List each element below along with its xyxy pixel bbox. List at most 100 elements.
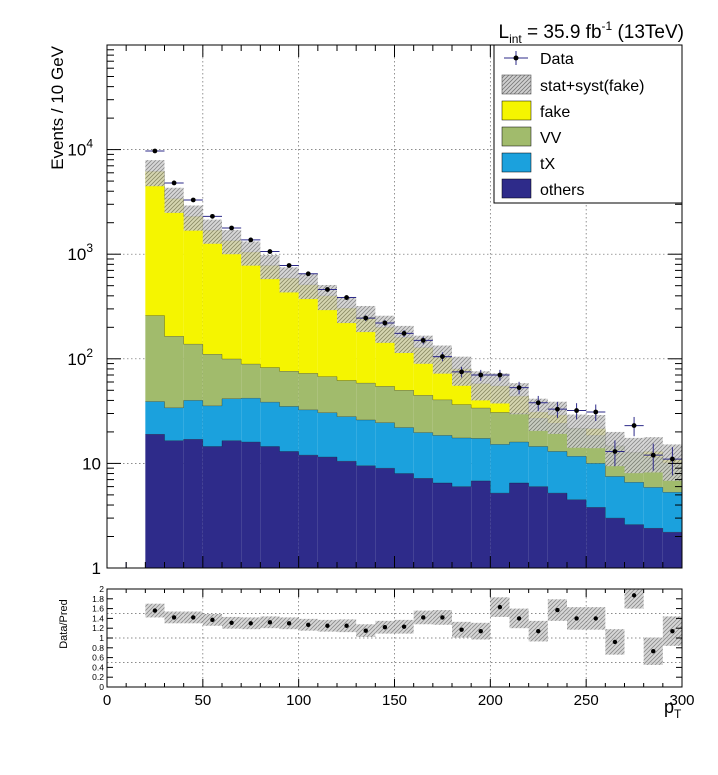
x-tick-label: 250 [574,692,599,709]
ratio-point [497,604,503,610]
ratio-y-tick-label: 1 [99,633,104,643]
fake-bar [317,295,337,377]
data-point [382,320,388,326]
hatch-swatch-icon [501,74,532,95]
data-point [229,225,234,231]
vv-bar [183,344,203,401]
x-tick-label: 0 [103,692,111,709]
ratio-y-tick-label: 0.6 [92,653,104,663]
uncertainty-bin [298,273,318,300]
data-point [248,237,254,243]
data-point [325,287,330,292]
legend-label-vv: VV [540,130,562,147]
legend-label-uncertainty: stat+syst(fake) [540,78,644,95]
x-tick-label: 150 [382,692,407,709]
x-tick-label: 100 [286,692,311,709]
others-bar [547,493,567,568]
uncertainty-bin [586,414,606,449]
others-bar [586,507,606,568]
vv-bar [471,408,491,439]
tx-bar [260,402,280,447]
others-bar [605,518,625,568]
others-bar [490,493,510,568]
others-bar [471,480,491,568]
ratio-point [191,615,196,620]
data-point [286,263,292,268]
tx-bar [164,407,184,441]
uncertainty-band [145,160,682,481]
uncertainty-bin [183,205,203,231]
ratio-point [670,628,675,634]
legend-label-tx: tX [540,156,555,173]
data-point [305,271,311,277]
fake-bar [298,284,318,374]
vv-bar [164,336,184,408]
uncertainty-bin [624,437,644,474]
ratio-y-tick-label: 2 [99,584,104,594]
ratio-uncertainty-bin [624,589,644,609]
ratio-point [363,628,368,633]
data-point [478,372,484,378]
ratio-point [171,615,177,620]
y-tick-label: 102 [67,346,93,369]
tx-bar [413,432,433,479]
vv-bar [509,413,529,443]
data-point [650,452,656,458]
tx-bar [605,476,625,519]
ratio-point [421,615,426,620]
ratio-point [210,617,215,623]
data-point [190,197,196,203]
uncertainty-bin [528,398,548,431]
vv-bar [145,315,165,402]
uncertainty-bin [567,414,587,448]
vv-bar [375,386,395,423]
y-tick-label: 10 [82,454,101,473]
ratio-point [612,639,618,645]
main-axes: 1 10 102 103 104 [67,45,683,578]
tx-bar [567,456,587,500]
others-bar [317,457,337,568]
others-bar [183,439,203,568]
data-point [593,409,599,415]
ratio-y-tick-label: 1.4 [92,613,104,623]
x-axis-title: pT [664,697,682,721]
data-point [497,372,503,378]
legend-label-others: others [540,182,584,199]
vv-bar [241,364,261,399]
tx-bar [547,451,567,494]
others-bar [260,446,280,568]
ratio-axis-title: Data/Pred [58,599,70,649]
vv-bar [260,367,280,403]
others-bar [298,455,318,568]
vv-bar [222,359,242,399]
others-bar [394,473,414,568]
fake-bar [183,216,203,345]
tx-bar [586,463,606,508]
uncertainty-bin [509,383,529,415]
tx-bar [662,492,682,533]
tx-bar [241,398,261,443]
vv-bar [490,412,510,445]
vv-bar [337,380,357,417]
others-bar [509,482,529,568]
ratio-point [306,622,311,627]
vv-bar [202,354,222,406]
ratio-point [459,627,464,632]
uncertainty-bin [202,219,222,244]
tx-bar [394,427,414,474]
fake-swatch-icon [501,100,532,121]
ratio-y-tick-label: 1.2 [92,623,104,633]
fake-bar [337,308,357,381]
data-point [420,337,426,343]
fake-bar [222,240,242,360]
legend-box [493,44,683,204]
ratio-point [286,621,292,626]
others-bar [356,465,376,568]
ratio-y-tick-label: 1.8 [92,594,104,604]
data-point [670,456,675,462]
tx-bar [452,437,472,487]
others-bar [202,446,222,568]
tx-outline [145,397,682,493]
legend-label-fake: fake [540,104,570,121]
legend: Data stat+syst(fake) fake VV tX others [493,44,683,204]
